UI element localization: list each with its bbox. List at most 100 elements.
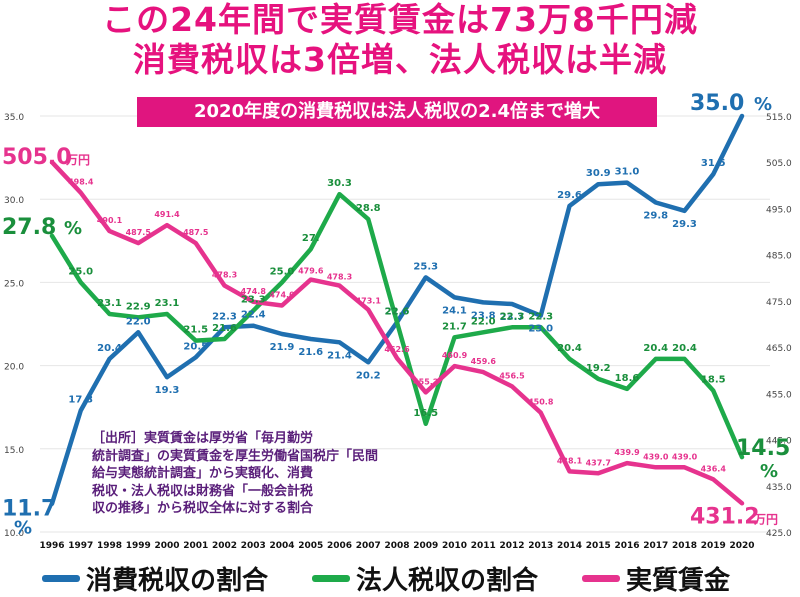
data-label: 487.5 [183, 228, 209, 237]
right-axis-tick-label: 465.0 [766, 344, 792, 354]
data-label: 29.6 [557, 190, 582, 201]
start-value-label: 11.7 [2, 497, 56, 522]
data-label: 22.9 [126, 301, 151, 312]
right-axis-tick-label: 485.0 [766, 252, 792, 262]
data-label: 31.0 [615, 167, 640, 178]
data-label: 459.6 [471, 357, 497, 366]
data-label: 474.8 [241, 287, 267, 296]
data-label: 479.6 [298, 267, 324, 276]
data-label: 27. [302, 233, 320, 244]
left-axis-tick-label: 20.0 [4, 363, 24, 373]
x-axis-tick-label: 2019 [701, 541, 726, 551]
data-label: 23.8 [471, 310, 496, 321]
data-label: 21.4 [327, 350, 352, 361]
source-note: ［出所］実質賃金は厚労省「毎月勤労 統計調査」の実質賃金を厚生労働省国税庁「民間… [92, 430, 392, 518]
data-label: 16.5 [413, 408, 438, 419]
data-label: 19.3 [155, 385, 180, 396]
data-label: 21.6 [212, 323, 237, 334]
x-axis-tick-label: 2012 [499, 541, 524, 551]
data-label: 436.4 [701, 464, 727, 473]
data-label: 462.6 [384, 345, 410, 354]
data-label: 17.3 [68, 395, 93, 406]
x-axis-tick-label: 2017 [643, 541, 668, 551]
x-axis-tick-label: 2004 [269, 541, 294, 551]
source-note-line: 収の推移」から税収全体に対する割合 [92, 501, 314, 516]
source-note-line: 給与実態統計調査」から実額化、消費 [92, 466, 314, 481]
end-unit-label: 万円 [753, 512, 778, 526]
data-label: 450.8 [528, 398, 554, 407]
data-label: 22.3 [500, 311, 525, 322]
source-note-line: 税収・法人税収は財務省「一般会計税 [92, 483, 314, 499]
data-label: 490.1 [97, 216, 123, 225]
data-label: 455.2 [413, 377, 438, 386]
data-label: 30.3 [327, 178, 352, 189]
data-label: 491.4 [154, 210, 180, 219]
data-label: 29.3 [672, 219, 697, 230]
subtitle-banner: 2020年度の消費税収は法人税収の2.4倍まで増大 [137, 97, 657, 127]
start-unit-label: % [14, 518, 32, 539]
end-value-label: 14.5 [736, 436, 790, 461]
data-label: 23.3 [241, 295, 266, 306]
data-label: 18.6 [615, 373, 640, 384]
headline-line-1: この24年間で実質賃金は73万8千円減 [102, 0, 698, 39]
data-labels: 17.320.422.019.320.522.3 22.421.9 21.6 21.4… [2, 91, 790, 539]
data-label: 22.4 [241, 310, 266, 321]
data-label: 21.6 [298, 347, 323, 358]
data-label: 24.1 [442, 305, 467, 316]
data-label: 20.4 [557, 343, 582, 354]
data-label: 22.6 [385, 306, 410, 317]
left-axis-tick-label: 25.0 [4, 279, 24, 289]
data-label: 23.1 [155, 298, 180, 309]
x-axis-tick-label: 2003 [241, 541, 266, 551]
x-axis-tick-label: 1998 [97, 541, 122, 551]
x-axis-tick-label: 2014 [557, 541, 582, 551]
data-label: 25.0 [270, 266, 295, 277]
source-note-line: 統計調査」の実質賃金を厚生労働省国税庁「民間 [92, 448, 379, 464]
data-label: 20.4 [672, 343, 697, 354]
data-label: 29.8 [643, 211, 668, 222]
data-label: 30.9 [586, 168, 611, 179]
x-axis-tick-label: 2016 [614, 541, 639, 551]
right-axis-tick-label: 425.0 [766, 529, 792, 539]
end-unit-label: % [754, 94, 772, 115]
legend: 消費税収の割合 法人税収の割合 実質賃金 [0, 560, 800, 596]
legend-label: 消費税収の割合 [86, 565, 269, 596]
data-label: 439.0 [672, 452, 698, 461]
x-axis-tick-label: 2015 [586, 541, 611, 551]
x-axis-tick-label: 2000 [154, 541, 179, 551]
data-label: 21.5 [183, 325, 208, 336]
data-label: 28.8 [356, 203, 381, 214]
legend-item-consumption-tax: 消費税収の割合 [42, 560, 268, 596]
data-label: 439.0 [643, 452, 669, 461]
data-label: 22.3 [528, 311, 553, 322]
data-label: 22.3 [212, 311, 237, 322]
x-axis-tick-label: 2002 [212, 541, 237, 551]
data-label: 18.5 [701, 375, 726, 386]
series-lines [49, 113, 745, 506]
legend-item-real-wage: 実質賃金 [582, 560, 730, 596]
right-axis-tick-label: 455.0 [766, 390, 792, 400]
data-label: 478.3 [327, 273, 352, 282]
x-axis-tick-label: 2009 [413, 541, 438, 551]
data-label: 456.5 [499, 371, 525, 380]
right-axis-tick-label: 475.0 [766, 298, 792, 308]
x-axis-tick-label: 2020 [729, 541, 754, 551]
data-label: 23.7 [500, 312, 525, 323]
x-axis-tick-label: 2001 [183, 541, 208, 551]
data-label: 460.9 [442, 351, 468, 360]
left-axis-tick-label: 35.0 [4, 113, 24, 123]
x-axis-tick-label: 2011 [471, 541, 496, 551]
axes: 35.0 30.0 25.0 20.0 15.0 10.0 515.0 505.0 495.0 4… [4, 113, 792, 551]
legend-swatch [312, 574, 350, 582]
end-unit-label: % [760, 461, 778, 482]
x-axis-tick-label: 1996 [39, 541, 64, 551]
left-axis-tick-label: 10.0 [4, 529, 24, 539]
data-label: 438.1 [557, 456, 583, 465]
data-label: 20.5 [183, 341, 208, 352]
data-label: 437.7 [586, 458, 611, 467]
data-label: 20.2 [356, 370, 381, 381]
data-label: 474.0 [269, 291, 295, 300]
x-axis-tick-label: 2008 [384, 541, 409, 551]
x-axis-tick-label: 2018 [672, 541, 697, 551]
